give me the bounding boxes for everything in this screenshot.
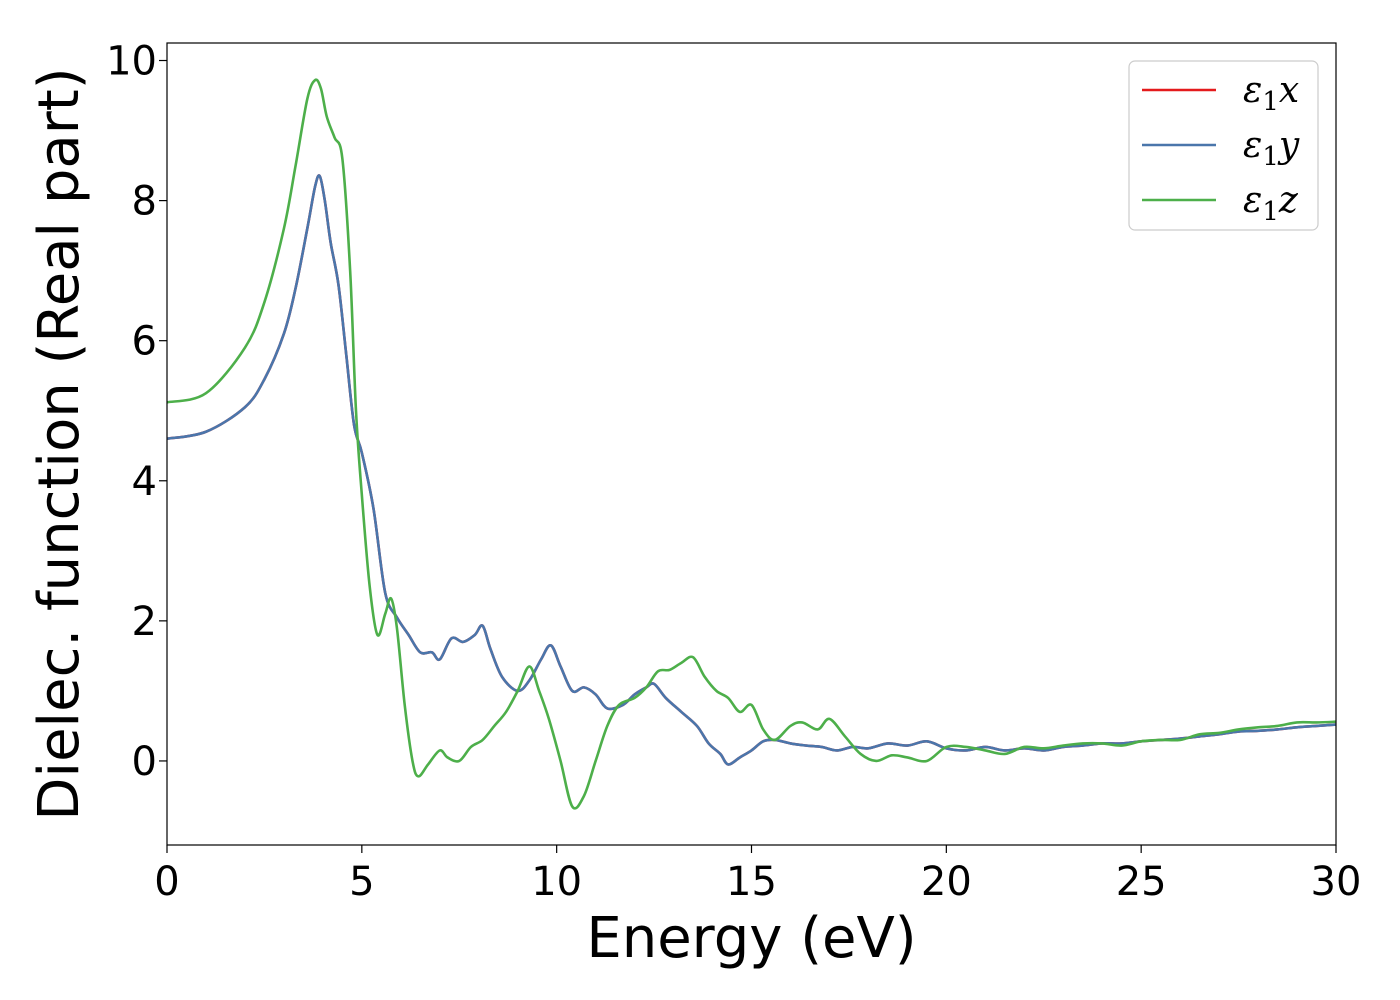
x-tick-label: 10 (531, 859, 582, 905)
x-axis: 0 5 10 15 20 25 30 (154, 845, 1361, 905)
series-line-z (167, 78, 1336, 810)
legend-item-y: ε1y (1142, 125, 1300, 172)
legend-label-base: ε (1243, 70, 1262, 111)
legend-label-variable: z (1278, 180, 1299, 221)
y-tick-label: 10 (106, 39, 157, 85)
y-axis-label: Dielec. function (Real part) (27, 67, 92, 820)
legend-label-subscript: 1 (1262, 197, 1279, 227)
y-tick-label: 8 (132, 179, 157, 225)
legend-label-subscript: 1 (1262, 87, 1279, 117)
series-layer (167, 78, 1336, 810)
x-tick-label: 20 (921, 859, 972, 905)
x-axis-label: Energy (eV) (586, 906, 916, 971)
legend-label-base: ε (1243, 180, 1262, 221)
x-tick-label: 0 (154, 859, 179, 905)
y-axis: 0 2 4 6 8 10 (106, 39, 167, 785)
legend-label-subscript: 1 (1262, 142, 1279, 172)
series-line-y (167, 174, 1336, 766)
legend-label: ε1x (1243, 70, 1299, 117)
legend-label-base: ε (1243, 125, 1262, 166)
legend-box (1128, 60, 1319, 231)
y-tick-label: 0 (132, 739, 157, 785)
x-tick-label: 25 (1116, 859, 1167, 905)
legend-item-z: ε1z (1142, 180, 1299, 227)
x-tick-label: 30 (1311, 859, 1362, 905)
legend-item-x: ε1x (1142, 70, 1299, 117)
y-tick-label: 6 (132, 319, 157, 365)
y-tick-label: 4 (132, 459, 157, 505)
legend-label: ε1z (1243, 180, 1299, 227)
x-tick-label: 5 (349, 859, 374, 905)
y-tick-label: 2 (132, 599, 157, 645)
legend-label-variable: y (1277, 125, 1300, 166)
legend-label-variable: x (1279, 70, 1299, 111)
legend-label: ε1y (1243, 125, 1300, 172)
x-tick-label: 15 (726, 859, 777, 905)
